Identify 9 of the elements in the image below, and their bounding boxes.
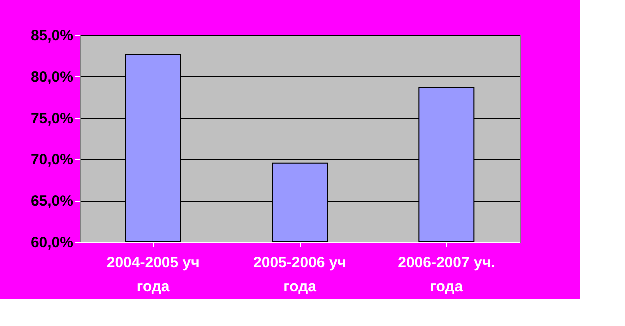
y-tick-label: 85,0% [30,28,74,44]
y-tick-label: 80,0% [30,68,74,86]
y-tick-label: 65,0% [30,193,74,210]
y-tick-label: 70,0% [30,152,74,169]
y-tick-label: 60,0% [30,234,74,252]
x-tick-label: 2006-2007 уч. года [398,254,496,296]
y-tick-label: 75,0% [30,110,74,128]
x-tick-label: 2004-2005 уч года [106,254,200,296]
x-tick-label: 2005-2006 уч года [254,254,346,296]
